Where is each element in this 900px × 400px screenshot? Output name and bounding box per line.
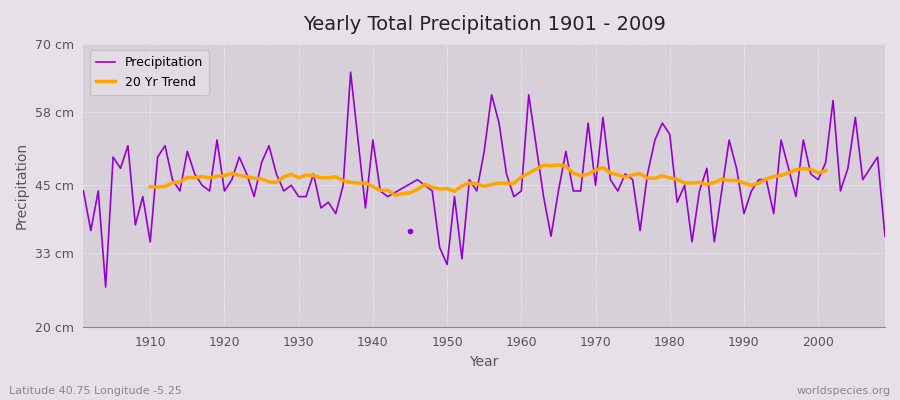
Precipitation	[568, 188, 579, 193]
20 Yr Trend	[561, 164, 572, 169]
20 Yr Trend	[553, 162, 563, 167]
Precipitation	[650, 138, 661, 142]
20 Yr Trend	[701, 182, 712, 187]
20 Yr Trend	[657, 173, 668, 178]
Legend: Precipitation, 20 Yr Trend: Precipitation, 20 Yr Trend	[90, 50, 209, 95]
Line: Precipitation: Precipitation	[84, 72, 885, 287]
20 Yr Trend	[687, 181, 698, 186]
Precipitation	[100, 285, 111, 290]
20 Yr Trend	[390, 193, 400, 198]
X-axis label: Year: Year	[470, 355, 499, 369]
20 Yr Trend	[694, 180, 705, 185]
Line: 20 Yr Trend: 20 Yr Trend	[150, 165, 825, 195]
Precipitation	[879, 234, 890, 239]
Precipitation	[78, 188, 89, 193]
Precipitation	[346, 70, 356, 74]
Title: Yearly Total Precipitation 1901 - 2009: Yearly Total Precipitation 1901 - 2009	[302, 15, 666, 34]
Y-axis label: Precipitation: Precipitation	[15, 142, 29, 229]
20 Yr Trend	[145, 184, 156, 189]
Precipitation	[108, 155, 119, 160]
20 Yr Trend	[820, 168, 831, 173]
Precipitation	[620, 172, 631, 176]
Precipitation	[790, 194, 801, 199]
Text: worldspecies.org: worldspecies.org	[796, 386, 891, 396]
Precipitation	[575, 188, 586, 193]
Text: Latitude 40.75 Longitude -5.25: Latitude 40.75 Longitude -5.25	[9, 386, 182, 396]
20 Yr Trend	[724, 178, 734, 183]
